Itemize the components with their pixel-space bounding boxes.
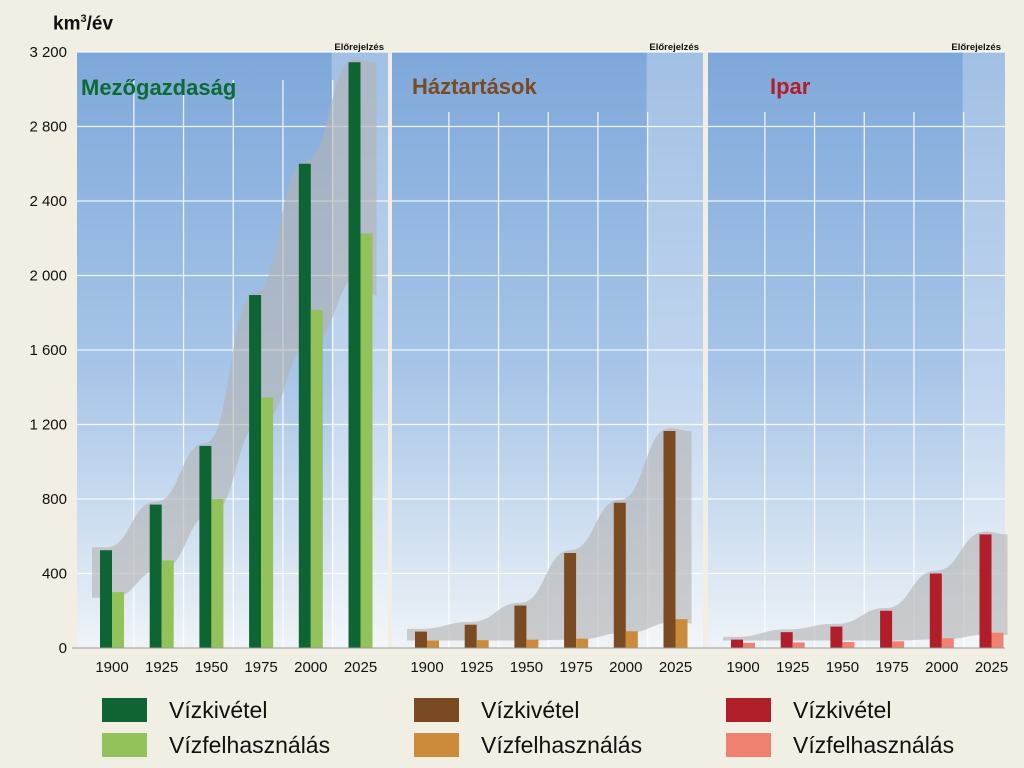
y-tick-label: 0 <box>59 640 67 657</box>
legend-label: Vízkivétel <box>481 696 580 723</box>
x-tick-label: 1975 <box>244 659 277 676</box>
x-tick-label: 1925 <box>460 659 493 676</box>
forecast-label: Előrejelzés <box>951 42 1001 53</box>
bar-1900-vizfelhasznalas <box>427 640 439 648</box>
bar-2000-vizfelhasznalas <box>941 638 954 648</box>
legend-swatch <box>414 733 459 757</box>
bar-1925-vizfelhasznalas <box>161 560 174 648</box>
y-tick-label: 2 000 <box>29 268 67 285</box>
x-tick-label: 1925 <box>145 659 178 676</box>
x-tick-label: 2025 <box>975 659 1008 676</box>
unit-exponent: 3 <box>80 13 87 25</box>
bar-1900-vizkivetel <box>731 639 743 648</box>
bar-1925-vizkivetel <box>149 504 162 648</box>
bar-2000-vizkivetel <box>929 573 942 648</box>
bar-1925-vizfelhasznalas <box>792 642 805 648</box>
y-tick-label: 2 400 <box>29 193 67 210</box>
x-tick-label: 1950 <box>510 659 543 676</box>
bar-2000-vizkivetel <box>613 502 626 648</box>
bar-2000-vizkivetel <box>298 163 311 648</box>
panel-title: Háztartások <box>412 74 537 99</box>
bar-1975-vizkivetel <box>880 610 893 648</box>
bar-1950-vizkivetel <box>830 626 843 648</box>
legend-label: Vízfelhasználás <box>481 731 643 758</box>
bar-1925-vizkivetel <box>780 632 793 648</box>
bar-1925-vizkivetel <box>464 624 477 648</box>
bar-2025-vizfelhasznalas <box>675 619 688 648</box>
bar-1975-vizfelhasznalas <box>576 638 589 648</box>
bar-1950-vizfelhasznalas <box>526 639 539 648</box>
y-tick-label: 1 200 <box>29 417 67 434</box>
bar-2025-vizfelhasznalas <box>360 233 373 648</box>
panel-title: Mezőgazdaság <box>81 75 236 100</box>
water-use-chart: 0 400 800 1 200 1 600 2 000 2 400 2 800 3 200 190… <box>29 42 1008 676</box>
x-tick-label: 1950 <box>826 659 859 676</box>
y-axis-unit-label: km3/év <box>53 13 113 35</box>
x-tick-label: 2000 <box>609 659 642 676</box>
legend-swatch <box>726 698 771 722</box>
bar-1975-vizfelhasznalas <box>892 641 905 648</box>
x-tick-label: 1950 <box>195 659 228 676</box>
y-tick-label: 2 800 <box>29 119 67 136</box>
bar-1975-vizfelhasznalas <box>261 397 274 648</box>
bar-2025-vizkivetel <box>348 62 361 648</box>
x-tick-label: 2025 <box>659 659 692 676</box>
bar-1900-vizkivetel <box>100 550 112 648</box>
legend-item-ipar-vizfelhasznalas: Vízfelhasználás <box>726 732 954 758</box>
unit-rest: /év <box>86 13 114 35</box>
legend-label: Vízfelhasználás <box>169 731 331 758</box>
y-tick-label: 1 600 <box>29 342 67 359</box>
legend-label: Vízkivétel <box>793 696 892 723</box>
bar-1950-vizfelhasznalas <box>842 642 855 648</box>
legend-swatch <box>102 698 147 722</box>
legend-item-mezogazdasag-vizkivetel: Vízkivétel <box>102 697 267 723</box>
legend-swatch <box>414 698 459 722</box>
y-tick-label: 800 <box>42 491 67 508</box>
legend-item-mezogazdasag-vizfelhasznalas: Vízfelhasználás <box>102 732 330 758</box>
x-tick-label: 2000 <box>925 659 958 676</box>
bar-1900-vizkivetel <box>415 631 427 648</box>
bar-2025-vizkivetel <box>979 534 992 648</box>
bar-1900-vizfelhasznalas <box>112 592 124 648</box>
x-tick-label: 1975 <box>559 659 592 676</box>
x-tick-label: 1975 <box>875 659 908 676</box>
forecast-label: Előrejelzés <box>334 42 384 53</box>
bar-2025-vizfelhasznalas <box>991 632 1004 648</box>
legend-item-haztartasok-vizfelhasznalas: Vízfelhasználás <box>414 732 642 758</box>
legend-label: Vízkivétel <box>169 696 268 723</box>
panel-title: Ipar <box>770 74 811 99</box>
legend-swatch <box>102 733 147 757</box>
bar-1900-vizfelhasznalas <box>743 642 755 648</box>
bar-1950-vizkivetel <box>199 445 212 648</box>
panel-2: 1900 1925 1950 1975 2000 2025 Előrejelzés Házta… <box>392 42 703 676</box>
x-tick-label: 2000 <box>294 659 327 676</box>
x-tick-label: 1900 <box>410 659 443 676</box>
x-tick-label: 2025 <box>344 659 377 676</box>
y-tick-label: 400 <box>42 566 67 583</box>
legend-item-ipar-vizkivetel: Vízkivétel <box>726 697 891 723</box>
bar-1950-vizfelhasznalas <box>211 499 224 648</box>
bar-1950-vizkivetel <box>514 605 527 648</box>
bar-2000-vizfelhasznalas <box>625 631 638 648</box>
legend-item-haztartasok-vizkivetel: Vízkivétel <box>414 697 579 723</box>
legend-label: Vízfelhasználás <box>793 731 955 758</box>
x-tick-label: 1900 <box>726 659 759 676</box>
bar-1975-vizkivetel <box>249 295 262 648</box>
legend-swatch <box>726 733 771 757</box>
unit-base: km <box>53 13 81 35</box>
y-tick-label: 3 200 <box>29 44 67 61</box>
x-tick-label: 1925 <box>776 659 809 676</box>
bar-2025-vizkivetel <box>663 431 676 648</box>
x-tick-label: 1900 <box>95 659 128 676</box>
forecast-label: Előrejelzés <box>649 42 699 53</box>
bar-2000-vizfelhasznalas <box>310 309 323 648</box>
bar-1925-vizfelhasznalas <box>476 640 489 648</box>
bar-1975-vizkivetel <box>564 553 577 648</box>
panel-3: 1900 1925 1950 1975 2000 2025 Előrejelzés Ipar <box>708 42 1008 676</box>
panel-1: 1900 1925 1950 1975 2000 2025 Előrejelzés Mezőg… <box>77 42 388 676</box>
